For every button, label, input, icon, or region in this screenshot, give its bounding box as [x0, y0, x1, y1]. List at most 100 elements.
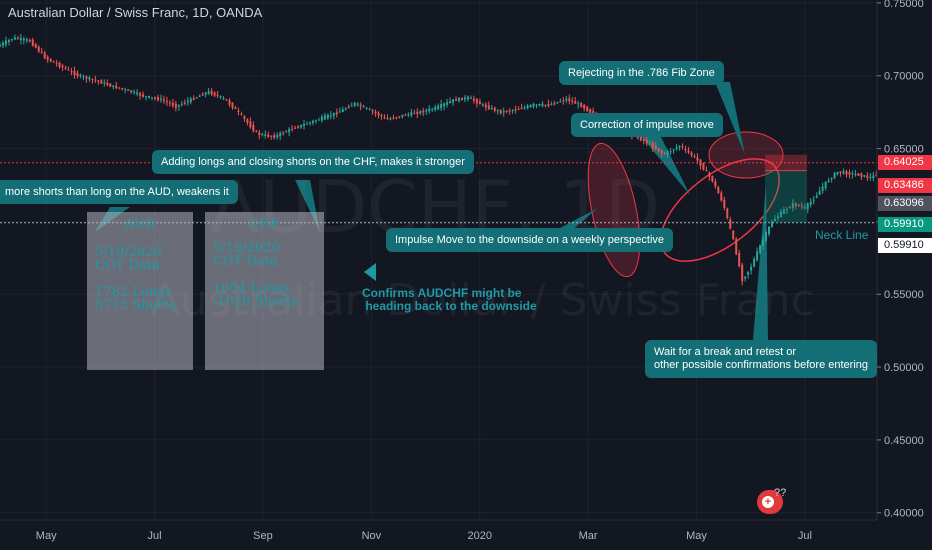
- price-axis[interactable]: 0.750000.700000.650000.600000.550000.500…: [876, 0, 932, 550]
- candle-body: [458, 97, 461, 102]
- candle-body: [720, 192, 723, 201]
- price-label-1: 0.64025: [878, 155, 932, 170]
- candle-body: [401, 114, 404, 117]
- impulse-bubble[interactable]: Impulse Move to the downside on a weekly…: [386, 228, 674, 252]
- candle-body: [386, 118, 389, 120]
- candle-body: [139, 93, 142, 96]
- candle-body: [359, 104, 362, 107]
- fib-zone-ellipse: [708, 131, 784, 179]
- candle-body: [756, 251, 759, 261]
- candle-body: [794, 203, 797, 206]
- candle-body: [171, 102, 174, 106]
- x-tick-label: 2020: [467, 530, 491, 542]
- candle-body: [824, 181, 827, 189]
- candle-body: [186, 100, 189, 103]
- candle-body: [535, 104, 538, 106]
- fib-bubble[interactable]: Rejecting in the .786 Fib Zone: [559, 61, 724, 85]
- target-zone: [765, 170, 807, 223]
- candle-body: [580, 103, 583, 108]
- candle-body: [303, 124, 306, 127]
- candle-body: [428, 108, 431, 112]
- candle-body: [34, 44, 37, 48]
- candle-body: [43, 52, 46, 59]
- callout-pointer: [753, 185, 768, 340]
- chf-bubble[interactable]: Adding longs and closing shorts on the C…: [152, 150, 474, 174]
- candle-body: [812, 199, 815, 201]
- candle-body: [490, 107, 493, 109]
- candle-body: [228, 100, 231, 105]
- candle-body: [484, 104, 487, 108]
- candle-body: [469, 97, 472, 99]
- candle-body: [702, 163, 705, 170]
- add-alert-badge[interactable]: +: [757, 490, 783, 514]
- candle-body: [159, 98, 162, 100]
- wait-bubble[interactable]: Wait for a break and retest or other pos…: [645, 340, 878, 378]
- candle-body: [416, 111, 419, 114]
- candle-body: [314, 120, 317, 122]
- candle-body: [577, 103, 580, 105]
- candle-body: [753, 258, 756, 267]
- candle-body: [800, 206, 803, 208]
- candle-body: [234, 107, 237, 109]
- candle-body: [672, 149, 675, 151]
- candle-body: [791, 203, 794, 208]
- candle-body: [511, 110, 514, 112]
- time-axis[interactable]: May Jul Sep Nov 2020 Mar May Jul: [0, 519, 877, 542]
- y-tick-label: 0.40000: [884, 508, 924, 520]
- candle-body: [94, 79, 97, 81]
- x-tick-label: Nov: [362, 530, 382, 542]
- candle-body: [37, 46, 40, 52]
- candle-body: [443, 103, 446, 107]
- candle-body: [213, 92, 216, 96]
- candle-body: [231, 102, 234, 108]
- candle-body: [645, 140, 648, 144]
- candle-body: [735, 238, 738, 255]
- candle-body: [830, 178, 833, 180]
- cot-chf-box[interactable]: CHF 5/19/2020 COT Data 1054 Longs -1026 …: [205, 212, 324, 370]
- candle-body: [282, 133, 285, 135]
- candle-body: [88, 77, 91, 80]
- candle-body: [556, 102, 559, 104]
- candle-body: [455, 99, 458, 101]
- chart-title: Australian Dollar / Swiss Franc, 1D, OAN…: [8, 5, 263, 20]
- neck-line-label: Neck Line: [815, 228, 869, 242]
- cot-aud-header: AUD: [124, 217, 156, 232]
- aud-bubble[interactable]: more shorts than long on the AUD, weaken…: [0, 180, 238, 204]
- candle-body: [112, 85, 115, 87]
- candle-body: [505, 110, 508, 112]
- candle-body: [201, 94, 204, 96]
- candle-body: [311, 120, 314, 123]
- candle-body: [651, 143, 654, 148]
- candle-body: [410, 112, 413, 116]
- y-tick-label: 0.75000: [884, 0, 924, 10]
- candle-body: [496, 110, 499, 112]
- candle-body: [779, 211, 782, 218]
- candle-body: [526, 105, 529, 109]
- candle-body: [371, 110, 374, 112]
- x-tick-label: May: [36, 530, 57, 542]
- candle-body: [475, 99, 478, 104]
- candle-body: [350, 105, 353, 107]
- help-icon[interactable]: ??: [774, 487, 787, 499]
- candle-body: [58, 62, 61, 68]
- candle-body: [207, 91, 210, 94]
- cot-aud-box[interactable]: AUD 5/19/2020 COT Data 1782 Longs 5715 S…: [87, 212, 193, 370]
- candle-body: [249, 121, 252, 128]
- candle-body: [46, 56, 49, 60]
- candle-body: [714, 181, 717, 187]
- candle-body: [344, 108, 347, 110]
- candle-body: [255, 130, 258, 132]
- candle-body: [76, 72, 79, 77]
- candle-body: [541, 103, 544, 107]
- correction-bubble[interactable]: Correction of impulse move: [571, 113, 723, 137]
- candle-body: [472, 98, 475, 101]
- candle-body: [174, 103, 177, 108]
- stop-zone: [765, 154, 807, 171]
- candle-body: [142, 94, 145, 97]
- candle-body: [294, 127, 297, 129]
- candle-body: [550, 104, 553, 106]
- candle-body: [466, 96, 469, 100]
- candle-body: [243, 116, 246, 119]
- candle-body: [22, 38, 25, 41]
- candle-body: [210, 90, 213, 95]
